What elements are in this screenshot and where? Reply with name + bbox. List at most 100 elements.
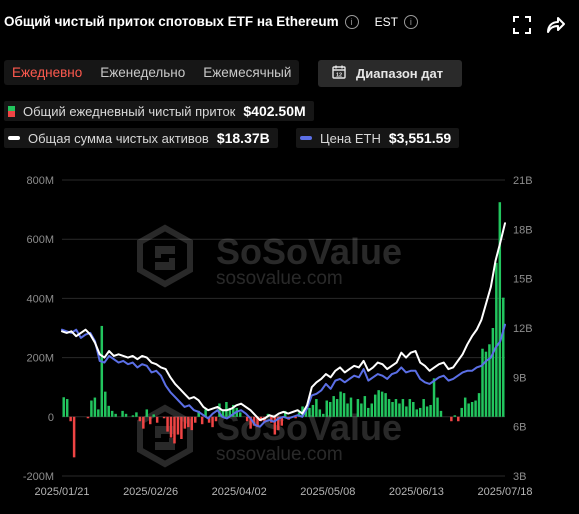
inflow-bar [245,416,249,422]
timezone-info-icon[interactable]: i [403,14,418,29]
inflow-bar [335,399,339,417]
x-tick-label: 2025/06/13 [389,486,444,498]
inflow-bar [90,400,93,417]
legend-eth[interactable]: Цена ETH $3,551.59 [296,128,460,148]
inflow-bar [114,413,117,417]
inflow-bar [498,202,502,417]
inflow-bar [86,416,90,419]
calendar-icon: 12 [332,65,346,82]
inflow-bar [484,351,488,417]
inflow-bar [142,416,145,429]
inflow-bar [207,416,211,423]
inflow-bar [121,410,124,417]
y-left-tick-label: 0 [48,412,54,424]
inflow-bar [380,391,384,417]
inflow-bar [422,399,425,417]
inflow-bar [62,397,65,417]
y-left-tick-label: 200M [26,353,54,365]
inflow-bar [131,415,135,417]
y-right-tick-label: 18B [513,224,533,236]
inflow-bar [263,416,266,423]
inflow-bar [315,399,318,417]
legend-inflow[interactable]: Общий ежедневный чистый приток $402.50M [4,101,314,121]
inflow-bar [394,399,398,417]
inflow-bar [418,407,422,417]
inflow-bar [124,413,128,417]
inflow-bar [277,416,280,431]
inflow-bar [238,412,242,417]
inflow-bar [370,403,373,417]
fullscreen-icon[interactable] [511,14,533,36]
inflow-bar [107,405,110,417]
inflow-bar [294,416,297,419]
inflow-bar [304,409,308,417]
inflow-bar [367,407,370,417]
y-right-tick-label: 6B [513,422,526,434]
y-left-tick-label: 400M [26,293,54,305]
inflow-bar [280,416,284,426]
inflow-bar [360,403,363,417]
tab-daily[interactable]: Ежедневно [12,65,83,80]
watermark-url: sosovalue.com [216,268,343,289]
inflow-bar [408,399,412,417]
inflow-bar [387,399,391,417]
inflow-bar [405,406,408,417]
inflow-bar [495,262,498,417]
line-swatch-icon [8,136,20,140]
y-right-tick-label: 3B [513,471,526,483]
inflow-bar [135,412,138,417]
inflow-bar [328,402,332,417]
inflow-bar [477,393,481,417]
inflow-bar [349,397,353,417]
inflow-bar [429,404,432,417]
info-icon[interactable]: i [344,14,359,29]
inflow-bar [176,416,180,435]
inflow-bar [183,416,187,429]
y-right-tick-label: 9B [513,372,526,384]
inflow-bar [221,410,225,417]
inflow-bar [377,390,380,417]
x-tick-label: 2025/04/02 [212,486,267,498]
y-right-tick-label: 15B [513,274,533,286]
line-swatch-icon [300,136,312,140]
inflow-bar [169,416,173,438]
inflow-bar [297,412,301,417]
legend-eth-label: Цена ETH [320,130,381,146]
tab-monthly[interactable]: Ежемесячный [203,65,292,80]
inflow-bar [488,344,491,417]
inflow-bar [232,404,235,417]
inflow-bar [311,404,315,417]
inflow-bar [436,397,439,417]
inflow-bar [104,391,107,417]
date-range-button[interactable]: 12 Диапазон дат [318,60,462,87]
inflow-bar [373,394,377,417]
inflow-bar [384,393,387,417]
inflow-bar [110,410,114,417]
inflow-bar [180,416,183,439]
legend-assets-value: $18.37B [216,130,270,146]
inflow-bar [481,348,484,417]
series-lines [61,222,506,428]
inflow-bar [283,410,287,417]
tab-weekly[interactable]: Еженедельно [100,65,186,80]
inflow-bar [470,402,474,417]
page-title: Общий чистый приток спотовых ETF на Ethe… [4,14,339,29]
inflow-bar [332,396,335,417]
legend-assets[interactable]: Общая сумма чистых активов $18.37B [4,128,278,148]
date-range-label: Диапазон дат [356,66,444,81]
inflow-bar [155,416,159,423]
bar-swatch-icon [8,105,15,117]
watermark-url-lower: sosovalue.com [216,444,343,465]
inflow-bar [200,416,204,425]
inflow-bar [69,416,72,422]
inflow-bar [100,325,104,417]
inflow-bar [65,399,69,417]
timezone-label: EST [374,14,398,29]
inflow-bar [149,416,152,425]
inflow-bar [138,416,142,422]
legend-eth-value: $3,551.59 [388,130,452,146]
inflow-bar [346,403,349,417]
share-icon[interactable] [545,14,567,36]
inflow-bar [325,400,329,417]
